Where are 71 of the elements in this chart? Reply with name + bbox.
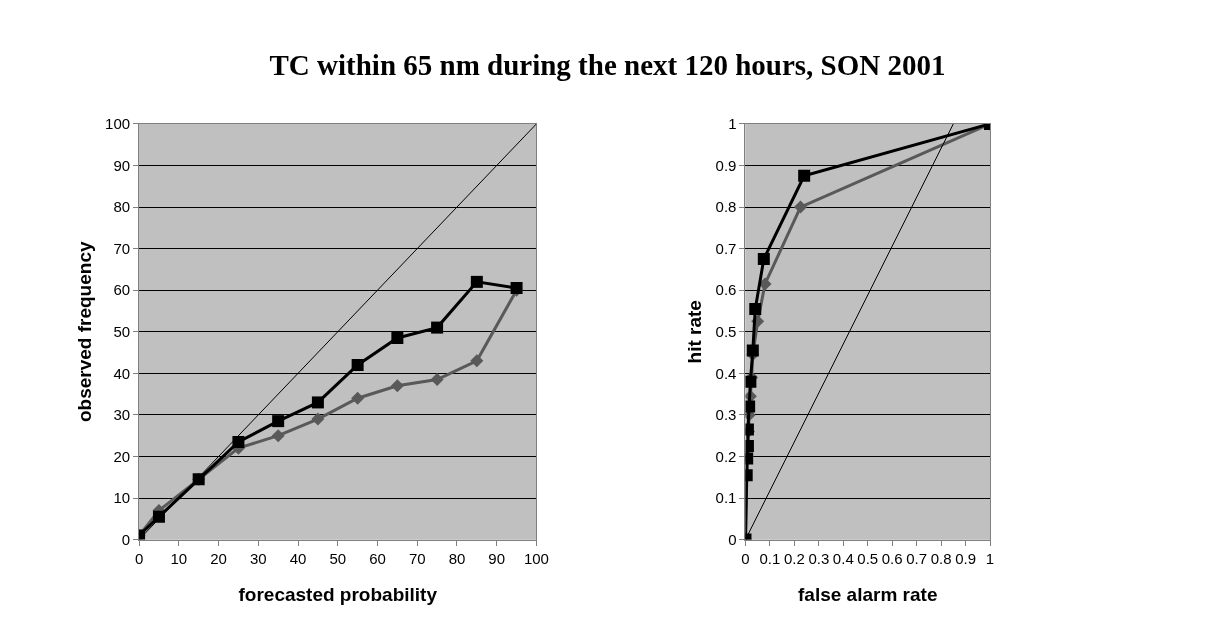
- point: [311, 412, 325, 426]
- point: [390, 379, 404, 393]
- point: [391, 331, 404, 344]
- y-tick-label: 0.7: [715, 239, 737, 257]
- point: [746, 344, 759, 357]
- y-tick-label: 0: [728, 530, 737, 548]
- y-tick-label: 0.9: [715, 156, 737, 174]
- y-tick-label: 0.6: [715, 281, 737, 299]
- point: [470, 354, 484, 368]
- x-tick-label: 0.3: [808, 549, 830, 567]
- point: [758, 277, 772, 291]
- y-tick-label: 0.1: [715, 489, 737, 507]
- point: [351, 359, 364, 372]
- x-tick-label: 70: [408, 549, 426, 567]
- x-tick-label: 50: [329, 549, 347, 567]
- y-tick-label: 0: [121, 530, 131, 548]
- point: [152, 510, 165, 523]
- x-tick-label: 100: [523, 549, 549, 567]
- x-tick-label: 20: [210, 549, 227, 567]
- point: [351, 391, 365, 405]
- y-tick-label: 10: [113, 489, 131, 507]
- point: [794, 200, 807, 214]
- point: [749, 302, 762, 315]
- x-tick-label: 0.8: [930, 549, 952, 567]
- y-tick-label: 60: [113, 281, 131, 299]
- x-tick-label: 90: [488, 549, 506, 567]
- y-tick-label: 1: [728, 115, 737, 133]
- x-tick-label: 0.5: [857, 549, 879, 567]
- x-tick-label: 0.9: [955, 549, 976, 567]
- x-tick-label: 0.6: [881, 549, 903, 567]
- y-tick-label: 0.5: [715, 323, 737, 340]
- x-tick-label: 30: [249, 549, 267, 567]
- x-tick-label: 60: [369, 549, 386, 567]
- x-tick-label: 0: [741, 549, 750, 567]
- point: [431, 321, 444, 334]
- x-tick-label: 0.1: [759, 549, 781, 567]
- y-tick-label: 0.4: [715, 364, 737, 382]
- y-tick-label: 40: [113, 364, 131, 382]
- x-tick-label: 0.7: [906, 549, 928, 567]
- x-axis-title: false alarm rate: [798, 584, 938, 606]
- y-tick-label: 20: [113, 447, 131, 465]
- y-tick-label: 0.2: [715, 447, 737, 465]
- y-tick-label: 30: [113, 406, 131, 424]
- x-axis-title: forecasted probability: [238, 584, 438, 606]
- point: [311, 396, 324, 409]
- point: [430, 373, 444, 387]
- y-tick-label: 50: [113, 323, 131, 340]
- point: [271, 429, 285, 443]
- point: [757, 253, 770, 265]
- y-axis-title: hit rate: [684, 300, 706, 364]
- y-tick-label: 0.8: [715, 198, 737, 216]
- point: [272, 415, 285, 428]
- x-tick-label: 40: [289, 549, 307, 567]
- point: [232, 435, 245, 448]
- y-tick-label: 100: [105, 115, 131, 133]
- text: TC within 65 nm during the next 120 hours, SON 2001: [269, 49, 946, 82]
- y-tick-label: 70: [113, 239, 131, 257]
- x-tick-label: 0.4: [832, 549, 854, 567]
- point: [798, 169, 811, 182]
- point: [470, 275, 483, 288]
- x-tick-label: 0.2: [783, 549, 805, 567]
- x-tick-label: 80: [448, 549, 466, 567]
- point: [745, 400, 756, 413]
- x-tick-label: 10: [170, 549, 188, 567]
- x-tick-label: 0: [134, 549, 144, 567]
- y-tick-label: 0.3: [715, 406, 737, 424]
- y-axis-title: observed frequency: [73, 241, 95, 423]
- point: [745, 375, 757, 388]
- x-tick-label: 1: [985, 549, 995, 567]
- y-tick-label: 80: [113, 198, 131, 216]
- y-tick-label: 90: [113, 156, 131, 174]
